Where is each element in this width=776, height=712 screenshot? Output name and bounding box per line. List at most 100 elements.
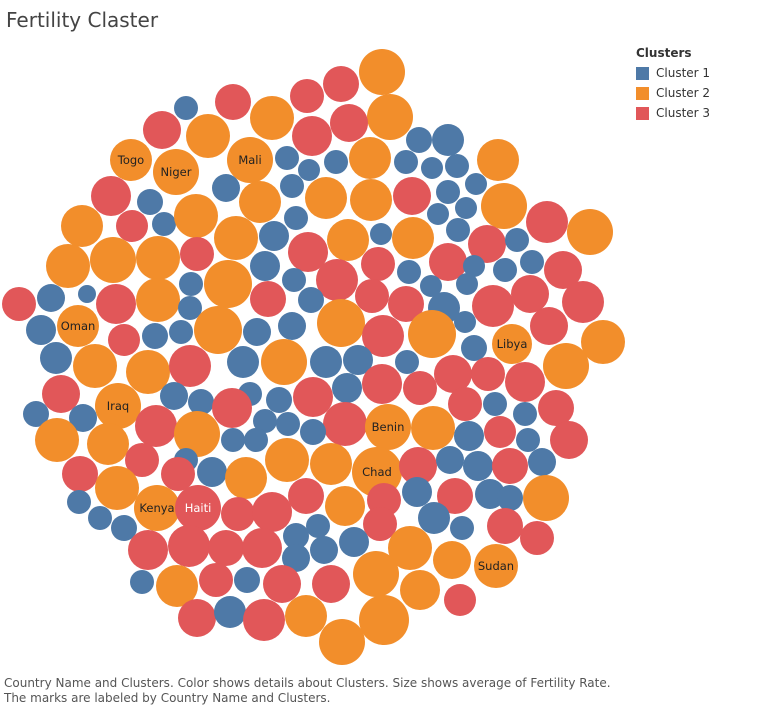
bubble-cluster-2[interactable]: [35, 418, 79, 462]
bubble-cluster-2[interactable]: [433, 541, 471, 579]
bubble-cluster-3[interactable]: [444, 584, 476, 616]
bubble-cluster-3[interactable]: [562, 281, 604, 323]
bubble-cluster-3[interactable]: [316, 259, 358, 301]
bubble-cluster-3[interactable]: [293, 377, 333, 417]
bubble-cluster-1[interactable]: [427, 203, 449, 225]
bubble-cluster-1[interactable]: [406, 127, 432, 153]
bubble-cluster-3[interactable]: [472, 285, 514, 327]
bubble-cluster-1[interactable]: [37, 284, 65, 312]
bubble-cluster-1[interactable]: [450, 516, 474, 540]
bubble-cluster-1[interactable]: [280, 174, 304, 198]
bubble-cluster-1[interactable]: [250, 251, 280, 281]
bubble-cluster-3[interactable]: [125, 443, 159, 477]
bubble-cluster-1[interactable]: [445, 154, 469, 178]
bubble-cluster-3[interactable]: [208, 530, 244, 566]
bubble-cluster-1[interactable]: [244, 428, 268, 452]
bubble-cluster-1[interactable]: [197, 457, 227, 487]
bubble-cluster-2[interactable]: [136, 278, 180, 322]
bubble-cluster-1[interactable]: [418, 502, 450, 534]
bubble-cluster-3[interactable]: [471, 357, 505, 391]
bubble-cluster-2[interactable]: [310, 443, 352, 485]
bubble-cluster-2[interactable]: [90, 237, 136, 283]
bubble-cluster-1[interactable]: [253, 409, 277, 433]
bubble-cluster-2[interactable]: [174, 194, 218, 238]
bubble-cluster-1[interactable]: [402, 477, 432, 507]
bubble-cluster-2[interactable]: [477, 139, 519, 181]
bubble-cluster-2[interactable]: [305, 177, 347, 219]
bubble-cluster-1[interactable]: [421, 157, 443, 179]
bubble-cluster-3[interactable]: [42, 375, 80, 413]
bubble-cluster-1[interactable]: [332, 373, 362, 403]
bubble-cluster-1[interactable]: [282, 268, 306, 292]
bubble-cluster-2[interactable]: [136, 236, 180, 280]
bubble-cluster-3[interactable]: [116, 210, 148, 242]
bubble-cluster-3[interactable]: [434, 355, 472, 393]
bubble-cluster-3[interactable]: [323, 66, 359, 102]
bubble-cluster-3[interactable]: [362, 364, 402, 404]
bubble-cluster-3[interactable]: [135, 405, 177, 447]
bubble-cluster-2[interactable]: [327, 219, 369, 261]
bubble-cluster-1[interactable]: [483, 392, 507, 416]
bubble-cluster-2[interactable]: [239, 181, 281, 223]
bubble-cluster-1[interactable]: [259, 221, 289, 251]
bubble-cluster-3[interactable]: [215, 84, 251, 120]
bubble-cluster-1[interactable]: [432, 124, 464, 156]
bubble-cluster-2[interactable]: [581, 320, 625, 364]
bubble-cluster-3[interactable]: [505, 362, 545, 402]
bubble-cluster-1[interactable]: [446, 218, 470, 242]
bubble-cluster-1[interactable]: [463, 255, 485, 277]
bubble-cluster-3[interactable]: [242, 528, 282, 568]
bubble-cluster-2[interactable]: [543, 343, 589, 389]
bubble-cluster-2[interactable]: [392, 217, 434, 259]
bubble-cluster-3[interactable]: [355, 279, 389, 313]
bubble-cluster-2[interactable]: [225, 457, 267, 499]
bubble-cluster-3[interactable]: [330, 104, 368, 142]
bubble-cluster-2[interactable]: [46, 244, 90, 288]
bubble-cluster-1[interactable]: [276, 412, 300, 436]
bubble-cluster-2[interactable]: [126, 350, 170, 394]
bubble-cluster-3[interactable]: [221, 497, 255, 531]
bubble-cluster-2[interactable]: [61, 205, 103, 247]
bubble-cluster-3[interactable]: [468, 225, 506, 263]
bubble-cluster-1[interactable]: [520, 250, 544, 274]
bubble-cluster-2[interactable]: [174, 411, 220, 457]
bubble-cluster-1[interactable]: [461, 335, 487, 361]
bubble-cluster-3[interactable]: [108, 324, 140, 356]
bubble-cluster-3[interactable]: [388, 286, 424, 322]
bubble-cluster-1[interactable]: [298, 287, 324, 313]
bubble-cluster-1[interactable]: [40, 342, 72, 374]
bubble-cluster-1[interactable]: [397, 260, 421, 284]
bubble-cluster-2[interactable]: [350, 179, 392, 221]
bubble-cluster-2[interactable]: [156, 565, 198, 607]
bubble-cluster-3[interactable]: [403, 371, 437, 405]
bubble-cluster-3[interactable]: [161, 457, 195, 491]
bubble-cluster-1[interactable]: [234, 567, 260, 593]
bubble-cluster-2[interactable]: [265, 438, 309, 482]
bubble-cluster-1[interactable]: [26, 315, 56, 345]
bubble-cluster-3[interactable]: [399, 447, 437, 485]
bubble-cluster-3[interactable]: [361, 247, 395, 281]
bubble-cluster-2[interactable]: [365, 404, 411, 450]
bubble-cluster-1[interactable]: [212, 174, 240, 202]
bubble-cluster-1[interactable]: [436, 180, 460, 204]
bubble-cluster-2[interactable]: [73, 344, 117, 388]
bubble-cluster-2[interactable]: [261, 339, 307, 385]
bubble-cluster-1[interactable]: [395, 350, 419, 374]
bubble-cluster-1[interactable]: [69, 404, 97, 432]
bubble-cluster-1[interactable]: [528, 448, 556, 476]
bubble-cluster-1[interactable]: [152, 212, 176, 236]
bubble-cluster-2[interactable]: [411, 406, 455, 450]
bubble-cluster-1[interactable]: [310, 346, 342, 378]
bubble-cluster-1[interactable]: [130, 570, 154, 594]
bubble-cluster-1[interactable]: [142, 323, 168, 349]
bubble-cluster-3[interactable]: [530, 307, 568, 345]
bubble-cluster-2[interactable]: [317, 299, 365, 347]
bubble-cluster-1[interactable]: [420, 275, 442, 297]
bubble-cluster-1[interactable]: [455, 197, 477, 219]
bubble-cluster-2[interactable]: [349, 137, 391, 179]
bubble-cluster-1[interactable]: [306, 514, 330, 538]
bubble-cluster-3[interactable]: [393, 177, 431, 215]
bubble-cluster-3[interactable]: [520, 521, 554, 555]
bubble-cluster-2[interactable]: [186, 114, 230, 158]
bubble-cluster-3[interactable]: [180, 237, 214, 271]
